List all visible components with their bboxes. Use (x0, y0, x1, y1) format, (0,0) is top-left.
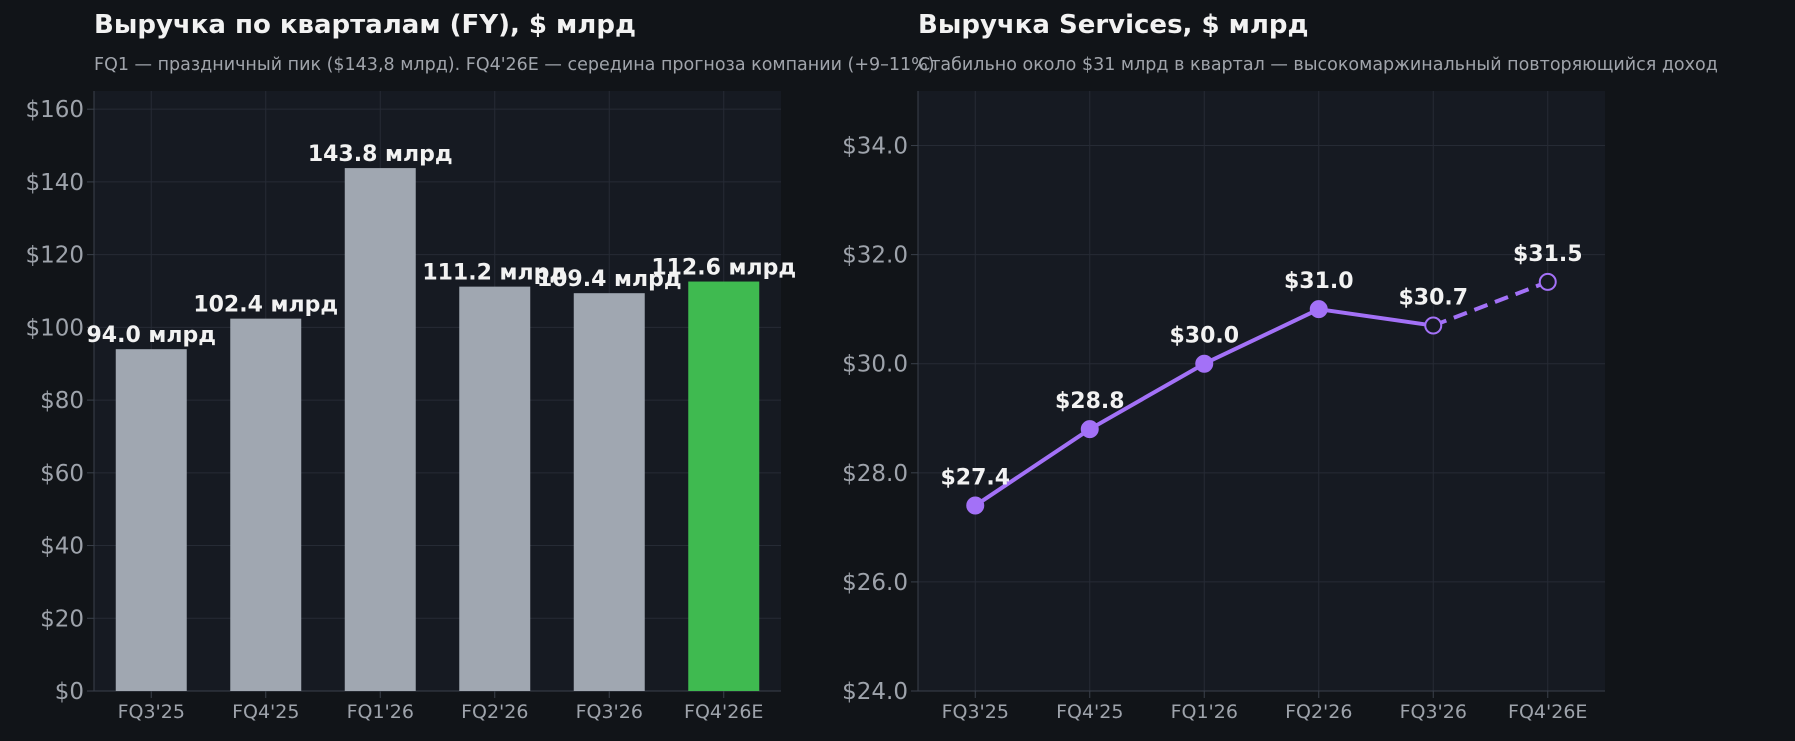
revenue-ytick-label: $60 (40, 461, 84, 487)
revenue-bar (573, 293, 645, 691)
revenue-data-label: 143.8 млрд (308, 142, 453, 167)
revenue-ytick-label: $120 (25, 243, 84, 269)
revenue-ytick-label: $40 (40, 534, 84, 560)
revenue-data-label: 102.4 млрд (193, 293, 338, 318)
services-point (966, 496, 985, 515)
services-xtick-label: FQ4'26E (1508, 701, 1587, 723)
revenue-data-label: 109.4 млрд (537, 267, 682, 292)
services-chart-subtitle: Стабильно около $31 млрд в квартал — выс… (918, 55, 1718, 75)
services-xtick-label: FQ1'26 (1171, 701, 1238, 723)
revenue-plot-area (94, 91, 781, 691)
services-data-label: $30.0 (1169, 324, 1239, 349)
services-ytick-label: $28.0 (842, 461, 908, 487)
services-xtick-label: FQ3'25 (942, 701, 1009, 723)
revenue-ytick-label: $0 (55, 679, 84, 705)
services-ytick-label: $30.0 (842, 352, 908, 378)
services-data-label: $27.4 (940, 466, 1010, 491)
services-data-label: $31.5 (1513, 242, 1583, 267)
services-ytick-label: $32.0 (842, 243, 908, 269)
revenue-bar (459, 286, 531, 691)
services-data-label: $31.0 (1284, 269, 1354, 294)
revenue-xtick-label: FQ2'26 (461, 701, 528, 723)
revenue-ytick-label: $160 (25, 97, 84, 123)
revenue-xtick-label: FQ4'26E (684, 701, 763, 723)
services-data-label: $28.8 (1055, 389, 1125, 414)
revenue-chart-title: Выручка по кварталам (FY), $ млрд (94, 10, 636, 40)
services-ytick-label: $26.0 (842, 570, 908, 596)
revenue-data-label: 94.0 млрд (86, 323, 216, 348)
revenue-xtick-label: FQ3'25 (118, 701, 185, 723)
services-xtick-label: FQ4'25 (1056, 701, 1123, 723)
revenue-xtick-label: FQ1'26 (347, 701, 414, 723)
revenue-xtick-label: FQ3'26 (576, 701, 643, 723)
revenue-data-label: 112.6 млрд (651, 256, 796, 281)
revenue-chart-subtitle: FQ1 — праздничный пик ($143,8 млрд). FQ4… (94, 55, 935, 75)
revenue-xtick-label: FQ4'25 (232, 701, 299, 723)
services-plot-area (918, 91, 1605, 691)
services-ytick-label: $34.0 (842, 134, 908, 160)
services-chart-title: Выручка Services, $ млрд (918, 10, 1309, 40)
revenue-bar (115, 349, 187, 691)
services-point (1080, 420, 1099, 439)
revenue-ytick-label: $80 (40, 388, 84, 414)
services-point (1424, 316, 1443, 335)
services-point (1309, 300, 1328, 319)
revenue-data-label: 111.2 млрд (422, 261, 567, 286)
services-point (1195, 354, 1214, 373)
revenue-bar (688, 281, 760, 691)
revenue-bar (344, 168, 416, 691)
revenue-bar (230, 318, 302, 691)
revenue-ytick-label: $140 (25, 170, 84, 196)
services-ytick-label: $24.0 (842, 679, 908, 705)
services-point (1538, 272, 1557, 291)
revenue-ytick-label: $100 (25, 315, 84, 341)
services-data-label: $30.7 (1398, 286, 1468, 311)
services-xtick-label: FQ3'26 (1400, 701, 1467, 723)
revenue-ytick-label: $20 (40, 606, 84, 632)
services-xtick-label: FQ2'26 (1285, 701, 1352, 723)
